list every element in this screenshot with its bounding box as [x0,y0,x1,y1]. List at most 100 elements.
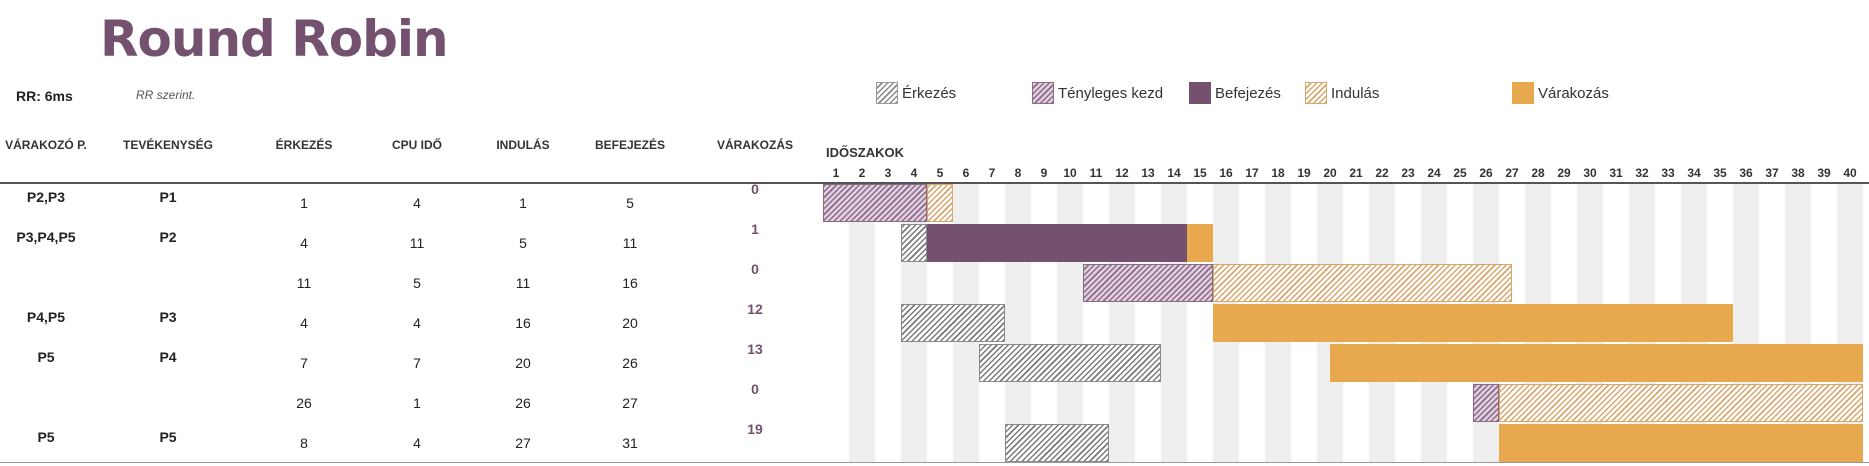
cell-start[interactable]: 5 [519,235,527,251]
cell-start[interactable]: 1 [519,195,527,211]
legend-label: Indulás [1331,84,1380,102]
start-swatch-icon [1305,82,1327,104]
period-tick: 34 [1687,166,1701,180]
cell-arrival[interactable]: 8 [300,435,308,451]
cell-activity[interactable]: P5 [159,429,177,445]
period-tick: 28 [1531,166,1545,180]
wait-swatch-icon [1512,82,1534,104]
cell-waiting[interactable]: P3,P4,P5 [16,229,76,245]
cell-arrival[interactable]: 4 [300,235,308,251]
period-tick: 24 [1427,166,1441,180]
period-tick: 20 [1323,166,1337,180]
period-tick: 5 [936,166,944,180]
cell-cpu[interactable]: 1 [413,395,421,411]
cell-start[interactable]: 27 [515,435,531,451]
period-tick: 39 [1817,166,1831,180]
period-tick: 15 [1193,166,1207,180]
cell-finish[interactable]: 27 [622,395,638,411]
cell-activity[interactable]: P3 [159,309,177,325]
cell-wait[interactable]: 19 [747,421,763,437]
cell-arrival[interactable]: 7 [300,355,308,371]
period-tick: 1 [832,166,840,180]
cell-waiting[interactable]: P5 [37,349,55,365]
period-tick: 3 [884,166,892,180]
cell-activity[interactable]: P1 [159,189,177,205]
period-tick: 29 [1557,166,1571,180]
cell-start[interactable]: 16 [515,315,531,331]
col-header-finish[interactable]: BEFEJEZÉS [594,138,666,152]
cell-activity[interactable]: P2 [159,229,177,245]
period-tick: 21 [1349,166,1363,180]
cell-wait[interactable]: 1 [751,221,759,237]
cell-finish[interactable]: 31 [622,435,638,451]
cell-cpu[interactable]: 11 [409,235,425,251]
period-tick: 8 [1014,166,1022,180]
col-header-activity[interactable]: TEVÉKENYSÉG [122,138,214,152]
page-title: Round Robin [100,10,449,68]
cell-finish[interactable]: 20 [622,315,638,331]
gantt-bar-start [1213,264,1512,302]
gantt-bar-wait [1213,304,1733,342]
col-header-start[interactable]: INDULÁS [496,138,550,152]
gantt-bar-start [1499,384,1863,422]
legend-label: Befejezés [1215,84,1281,102]
cell-cpu[interactable]: 4 [413,195,421,211]
cell-cpu[interactable]: 5 [413,275,421,291]
cell-cpu[interactable]: 4 [413,435,421,451]
header-divider [0,182,1869,184]
gantt-bar-arrive [901,304,1005,342]
col-header-arrival[interactable]: ÉRKEZÉS [275,138,333,152]
cell-wait[interactable]: 0 [751,181,759,197]
cell-finish[interactable]: 16 [622,275,638,291]
actual-start-swatch-icon [1032,82,1054,104]
cell-activity[interactable]: P4 [159,349,177,365]
cell-wait[interactable]: 0 [751,261,759,277]
gantt-bar-actual [1473,384,1499,422]
period-tick: 2 [858,166,866,180]
cell-arrival[interactable]: 1 [300,195,308,211]
cell-cpu[interactable]: 7 [413,355,421,371]
grid-column-stripe [849,183,875,462]
cell-arrival[interactable]: 4 [300,315,308,331]
period-tick: 19 [1297,166,1311,180]
cell-cpu[interactable]: 4 [413,315,421,331]
cell-wait[interactable]: 12 [747,301,763,317]
gantt-bar-start [927,184,953,222]
gantt-bar-arrive [901,224,927,262]
legend-label: Tényleges kezd [1058,84,1164,102]
period-tick: 10 [1063,166,1077,180]
period-tick: 40 [1843,166,1857,180]
bottom-divider [0,462,1869,463]
col-header-cpu[interactable]: CPU IDŐ [391,138,442,152]
period-tick: 27 [1505,166,1519,180]
cell-start[interactable]: 11 [515,275,531,291]
period-tick: 7 [988,166,996,180]
col-header-waiting[interactable]: VÁRAKOZÓ P. [5,138,87,152]
cell-finish[interactable]: 26 [622,355,638,371]
period-tick: 33 [1661,166,1675,180]
legend-item-wait: Várakozás [1512,82,1609,104]
period-tick: 36 [1739,166,1753,180]
legend-label: Várakozás [1538,84,1609,102]
cell-wait[interactable]: 0 [751,381,759,397]
period-tick: 14 [1167,166,1181,180]
rr-note: RR szerint. [136,88,196,102]
period-tick: 30 [1583,166,1597,180]
cell-start[interactable]: 20 [515,355,531,371]
gantt-bar-arrive [1005,424,1109,462]
period-tick: 6 [962,166,970,180]
cell-waiting[interactable]: P5 [37,429,55,445]
cell-arrival[interactable]: 11 [296,275,312,291]
col-header-wait[interactable]: VÁRAKOZÁS [716,138,793,152]
cell-finish[interactable]: 11 [622,235,638,251]
period-tick: 35 [1713,166,1727,180]
cell-waiting[interactable]: P2,P3 [26,189,66,205]
gantt-bar-wait [1187,224,1213,262]
cell-finish[interactable]: 5 [626,195,634,211]
cell-arrival[interactable]: 26 [296,395,312,411]
cell-waiting[interactable]: P4,P5 [26,309,66,325]
cell-wait[interactable]: 13 [747,341,763,357]
gantt-bar-finish [927,224,1187,262]
period-tick: 13 [1141,166,1155,180]
cell-start[interactable]: 26 [515,395,531,411]
